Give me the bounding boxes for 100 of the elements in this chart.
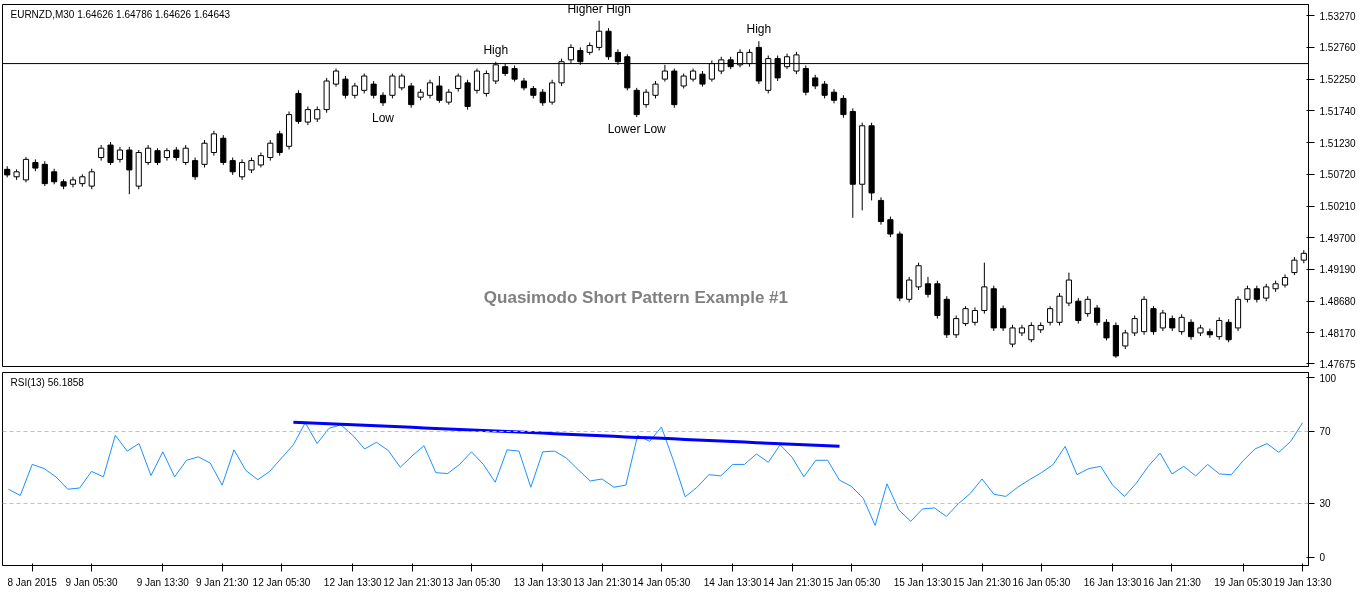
y-tick-label: 1.49190 bbox=[1319, 264, 1357, 276]
candlestick bbox=[643, 88, 650, 109]
y-tick-label: 30 bbox=[1319, 498, 1332, 510]
candlestick bbox=[915, 262, 922, 291]
x-tick-label: 14 Jan 05:30 bbox=[632, 576, 691, 588]
x-tick-label: 14 Jan 13:30 bbox=[703, 576, 763, 588]
candlestick bbox=[1150, 305, 1157, 336]
candlestick bbox=[971, 306, 979, 326]
candlestick bbox=[332, 68, 340, 88]
annotation: High bbox=[483, 42, 509, 57]
candlestick bbox=[1009, 324, 1016, 348]
candlestick bbox=[483, 69, 490, 98]
candlestick bbox=[1131, 315, 1138, 337]
candlestick bbox=[1178, 313, 1185, 336]
candlestick bbox=[455, 73, 462, 93]
candlestick bbox=[1159, 309, 1166, 332]
y-tick-label: 100 bbox=[1319, 372, 1337, 384]
candlestick bbox=[887, 216, 894, 238]
candlestick bbox=[342, 75, 349, 99]
candlestick bbox=[239, 158, 246, 181]
chart-title: EURNZD,M30 1.64626 1.64786 1.64626 1.64643 bbox=[10, 8, 231, 20]
x-tick-label: 15 Jan 05:30 bbox=[822, 576, 881, 588]
x-tick-label: 9 Jan 21:30 bbox=[196, 576, 249, 588]
chart-title: RSI(13) 56.1858 bbox=[10, 376, 85, 388]
y-tick-label: 0 bbox=[1319, 552, 1326, 564]
candlestick bbox=[182, 144, 189, 166]
candlestick bbox=[1103, 318, 1110, 341]
x-tick-label: 12 Jan 21:30 bbox=[383, 576, 442, 588]
x-tick-label: 12 Jan 13:30 bbox=[323, 576, 383, 588]
annotation: Lower Low bbox=[607, 122, 667, 137]
y-tick-label: 1.48680 bbox=[1319, 296, 1357, 308]
annotation: High bbox=[746, 22, 772, 37]
candlestick bbox=[276, 130, 283, 157]
candlestick bbox=[924, 276, 932, 298]
x-tick-label: 13 Jan 05:30 bbox=[442, 576, 501, 588]
x-tick-label: 16 Jan 21:30 bbox=[1143, 576, 1202, 588]
candlestick bbox=[1122, 329, 1129, 350]
x-tick-label: 15 Jan 21:30 bbox=[953, 576, 1012, 588]
candlestick bbox=[201, 139, 208, 168]
y-tick-label: 1.51740 bbox=[1319, 105, 1357, 117]
candlestick bbox=[126, 146, 133, 195]
candlestick bbox=[1075, 297, 1082, 325]
x-tick-label: 13 Jan 13:30 bbox=[513, 576, 573, 588]
x-tick-label: 13 Jan 21:30 bbox=[573, 576, 632, 588]
candlestick bbox=[877, 196, 885, 226]
candlestick bbox=[1000, 305, 1007, 332]
candlestick bbox=[464, 79, 471, 111]
candlestick bbox=[267, 139, 274, 162]
candlestick bbox=[361, 73, 368, 94]
y-tick-label: 1.50210 bbox=[1319, 201, 1357, 213]
y-tick-label: 70 bbox=[1319, 426, 1332, 438]
x-tick-label: 8 Jan 2015 bbox=[7, 576, 58, 588]
candlestick bbox=[1084, 295, 1091, 318]
candlestick bbox=[107, 141, 114, 166]
y-tick-label: 1.52760 bbox=[1319, 42, 1357, 54]
y-tick-label: 1.53270 bbox=[1319, 10, 1357, 22]
candlestick bbox=[145, 144, 152, 166]
y-tick-label: 1.51230 bbox=[1319, 137, 1357, 149]
x-tick-label: 16 Jan 13:30 bbox=[1083, 576, 1142, 588]
annotation: Low bbox=[372, 110, 395, 125]
y-tick-label: 1.47675 bbox=[1319, 358, 1357, 370]
x-tick-label: 15 Jan 13:30 bbox=[893, 576, 952, 588]
candlestick bbox=[41, 160, 48, 187]
candlestick bbox=[473, 68, 481, 94]
candlestick bbox=[436, 75, 443, 104]
candlestick bbox=[1216, 316, 1223, 341]
x-tick-label: 9 Jan 05:30 bbox=[65, 576, 119, 588]
candlestick bbox=[1065, 272, 1072, 307]
candlestick bbox=[88, 168, 95, 190]
candlestick bbox=[906, 276, 913, 303]
x-tick-label: 16 Jan 05:30 bbox=[1012, 576, 1071, 588]
candlestick bbox=[210, 130, 217, 157]
candlestick bbox=[549, 79, 556, 106]
line-series bbox=[291, 420, 842, 448]
candlestick bbox=[1047, 305, 1054, 326]
candlestick bbox=[22, 156, 30, 183]
y-tick-label: 1.48170 bbox=[1319, 327, 1357, 339]
candlestick bbox=[426, 79, 434, 99]
x-tick-label: 19 Jan 13:30 bbox=[1273, 576, 1332, 588]
x-tick-label: 12 Jan 05:30 bbox=[252, 576, 311, 588]
candlestick bbox=[304, 106, 311, 126]
line-series bbox=[7, 422, 1304, 526]
candlestick bbox=[962, 305, 969, 327]
x-tick-label: 19 Jan 05:30 bbox=[1214, 576, 1273, 588]
y-tick-label: 1.52250 bbox=[1319, 74, 1357, 86]
candlestick bbox=[389, 73, 396, 99]
y-tick-label: 1.49700 bbox=[1319, 232, 1357, 244]
candlestick bbox=[192, 157, 199, 181]
y-tick-label: 1.50720 bbox=[1319, 169, 1357, 181]
candlestick bbox=[596, 20, 603, 52]
candlestick bbox=[953, 315, 960, 339]
candlestick bbox=[1225, 318, 1232, 343]
x-tick-label: 9 Jan 13:30 bbox=[136, 576, 190, 588]
candlestick bbox=[1094, 304, 1101, 326]
candlestick bbox=[1187, 318, 1195, 341]
candlestick bbox=[1291, 256, 1298, 276]
x-tick-label: 14 Jan 21:30 bbox=[763, 576, 822, 588]
candlestick bbox=[1028, 321, 1035, 343]
candlestick bbox=[408, 82, 415, 109]
candlestick bbox=[981, 262, 988, 315]
